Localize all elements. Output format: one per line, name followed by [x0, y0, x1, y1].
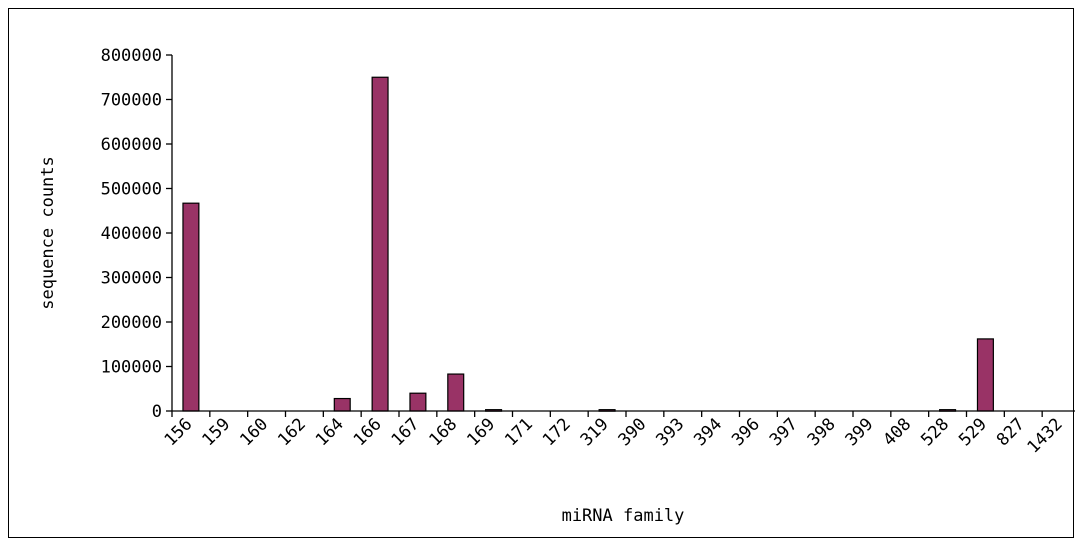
- x-tick-label: 396: [728, 414, 764, 450]
- x-tick-label: 397: [766, 414, 802, 450]
- x-tick-label: 319: [577, 414, 613, 450]
- x-tick-label: 528: [917, 414, 953, 450]
- x-tick-label: 166: [350, 414, 386, 450]
- x-tick-label: 167: [388, 414, 424, 450]
- bar-529: [976, 338, 994, 412]
- x-tick-label: 160: [236, 414, 272, 450]
- y-tick-label: 700000: [101, 91, 162, 111]
- y-tick-label: 100000: [101, 358, 162, 378]
- bar-164: [333, 397, 351, 412]
- x-tick-label: 156: [161, 414, 197, 450]
- x-tick-label: 159: [198, 414, 234, 450]
- x-tick-label: 172: [539, 414, 575, 450]
- bar-168: [447, 373, 465, 412]
- axes: [171, 55, 1075, 412]
- x-tick-label: 1432: [1024, 414, 1067, 457]
- y-tick-label: 800000: [101, 46, 162, 66]
- x-tick-label: 529: [955, 414, 991, 450]
- x-tick-label: 394: [690, 414, 726, 450]
- chart-frame: 0 100000 200000 300000 400000 500000 600000 700…: [8, 8, 1075, 538]
- y-tick-label: 300000: [101, 269, 162, 289]
- x-tick-label: 393: [652, 414, 688, 450]
- y-tick-label: 600000: [101, 135, 162, 155]
- bar-167: [409, 392, 427, 412]
- y-tick-label: 400000: [101, 224, 162, 244]
- x-tick-label: 408: [879, 414, 915, 450]
- x-tick-label: 827: [993, 414, 1029, 450]
- x-tick-label: 168: [425, 414, 461, 450]
- x-axis-ticks: 156 159 160 162 164 166 167 168 169 171 172 319 390 3…: [161, 411, 1067, 457]
- x-tick-label: 164: [312, 414, 348, 450]
- y-tick-label: 0: [152, 402, 162, 422]
- y-tick-label: 500000: [101, 180, 162, 200]
- bar-chart: 0 100000 200000 300000 400000 500000 600000 700…: [38, 46, 1075, 526]
- y-axis-title: sequence counts: [38, 156, 58, 310]
- y-axis-ticks: 0 100000 200000 300000 400000 500000 600000 700…: [101, 46, 172, 422]
- x-axis-title: miRNA family: [562, 506, 685, 526]
- bars: [182, 76, 994, 412]
- x-tick-label: 171: [501, 414, 537, 450]
- bar-156: [182, 202, 200, 412]
- x-tick-label: 399: [842, 414, 878, 450]
- x-tick-label: 390: [615, 414, 651, 450]
- x-tick-label: 169: [463, 414, 499, 450]
- x-tick-label: 398: [804, 414, 840, 450]
- bar-166: [371, 76, 389, 412]
- x-tick-label: 162: [274, 414, 310, 450]
- y-tick-label: 200000: [101, 313, 162, 333]
